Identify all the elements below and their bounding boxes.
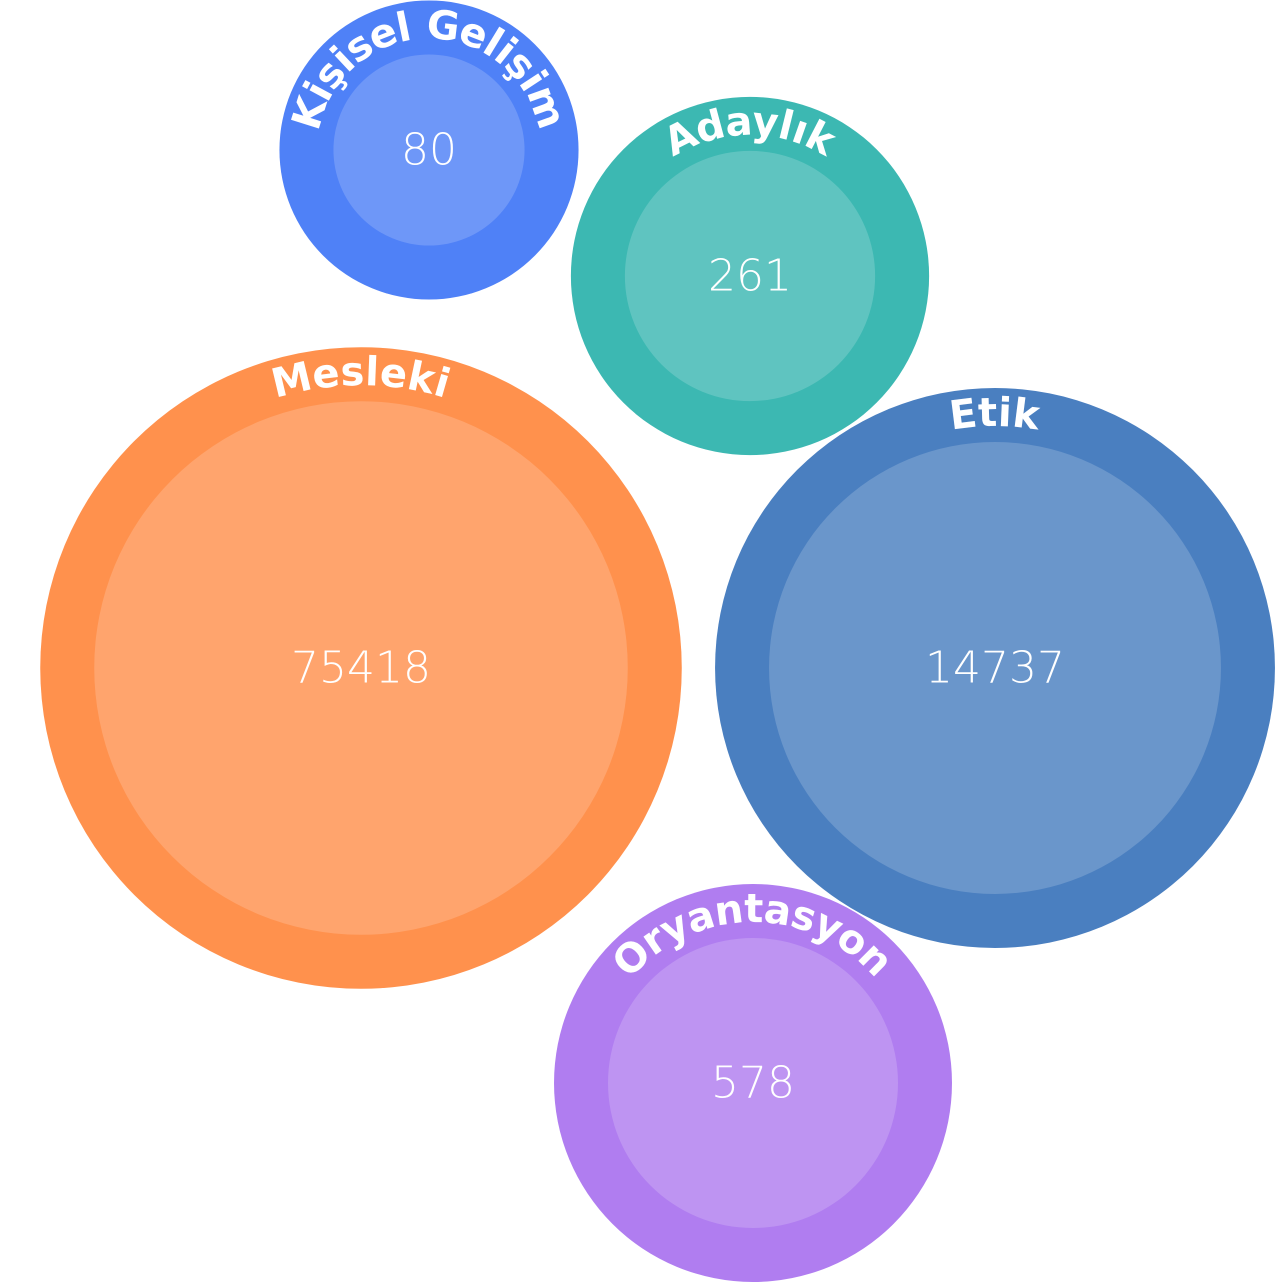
- value-label: 578: [711, 1058, 795, 1109]
- bubble: [715, 388, 1275, 948]
- bubble: [279, 0, 579, 300]
- bubble-inner: [624, 150, 876, 402]
- bubble: [40, 347, 682, 989]
- bubble: [554, 884, 952, 1282]
- value-label: 80: [401, 125, 457, 176]
- bubble-label: Etik: [947, 390, 1044, 440]
- bubble-inner: [769, 442, 1221, 894]
- value-label: 14737: [925, 643, 1065, 694]
- bubble-label-path: Etik: [947, 390, 1043, 440]
- bubble: [570, 96, 930, 456]
- bubble-inner: [333, 54, 525, 246]
- value-label: 261: [708, 251, 792, 302]
- bubble-inner: [94, 401, 628, 935]
- bubble-inner: [608, 938, 898, 1228]
- value-label: 75418: [291, 643, 431, 694]
